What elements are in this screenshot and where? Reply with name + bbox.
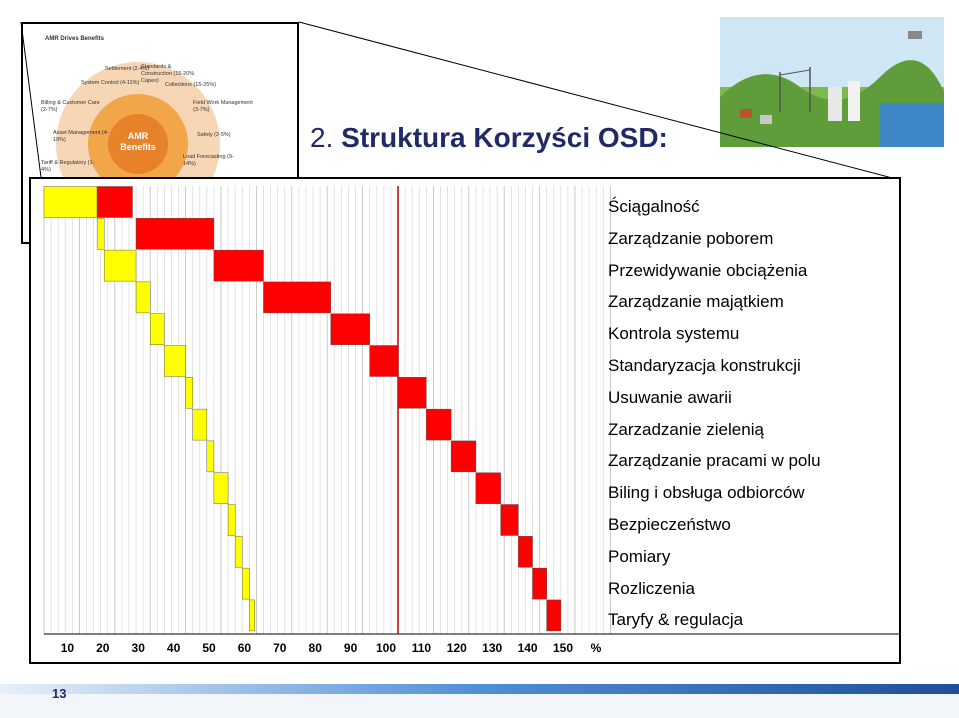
bar-positive-7 [426, 408, 452, 441]
bar-negative-0 [43, 186, 98, 218]
x-tick-label: 150 [553, 641, 573, 655]
bar-negative-2 [103, 249, 137, 282]
category-label: Kontrola systemu [608, 324, 740, 344]
inset-segment-label: Safety (2-5%) [197, 132, 231, 138]
wheel-center-label-2: Benefits [120, 142, 156, 152]
x-tick-label: 110 [412, 641, 432, 655]
house-2 [760, 115, 772, 124]
x-tick-label: 40 [167, 641, 181, 655]
grid-illustration-image [720, 17, 944, 147]
inset-segment-label: System Control (4-11%) [81, 80, 140, 86]
wheel-center-label: AMR [128, 131, 149, 141]
bar-negative-5 [164, 345, 186, 377]
category-label: Zarządzanie majątkiem [608, 292, 784, 312]
slide-title-text: Struktura Korzyści OSD: [341, 122, 668, 153]
wheel-center [108, 114, 168, 174]
bar-negative-4 [149, 313, 165, 345]
inset-segment-label: Field Work Management (3-7%) [193, 100, 253, 113]
bar-positive-2 [213, 249, 264, 282]
bar-positive-3 [263, 281, 331, 314]
building [828, 87, 842, 121]
category-label: Usuwanie awarii [608, 387, 732, 407]
chart-x-ticks: 10 20 30 40 50 60 70 80 90 100 110 120 130 140 150% [61, 641, 602, 655]
category-label: Zarządzanie pracami w polu [608, 451, 821, 471]
category-label: Standaryzacja konstrukcji [608, 356, 801, 375]
bar-positive-11 [518, 536, 533, 568]
x-tick-label: 80 [309, 641, 323, 655]
bar-positive-1 [135, 218, 215, 250]
slide-title-number: 2. [310, 122, 334, 153]
bar-negative-11 [234, 536, 243, 568]
house [740, 109, 752, 118]
x-tick-label: 30 [132, 641, 146, 655]
x-tick-label: 50 [202, 641, 216, 655]
x-tick-label: 120 [447, 641, 467, 655]
category-label: Taryfy & regulacja [608, 610, 744, 630]
bar-negative-3 [135, 281, 151, 314]
inset-segment-label: Asset Management (4-19%) [53, 130, 109, 143]
water [880, 103, 944, 147]
bar-positive-12 [532, 567, 547, 600]
inset-segment-label: Tariff & Regulatory (1-4%) [41, 160, 95, 173]
slide-title: 2. Struktura Korzyści OSD: [310, 122, 668, 154]
x-tick-label: 90 [344, 641, 358, 655]
satellite [908, 31, 922, 39]
bar-positive-4 [330, 313, 370, 345]
x-tick-label: 140 [518, 641, 538, 655]
x-tick-label: 20 [96, 641, 110, 655]
category-label: Rozliczenia [608, 578, 695, 598]
bar-positive-0 [96, 186, 133, 218]
category-label: Zarządzanie poborem [608, 228, 774, 248]
bar-positive-8 [450, 440, 477, 473]
bar-negative-1 [96, 218, 105, 250]
inset-segment-label: Load Forecasting (9-14%) [183, 154, 234, 167]
inset-title: AMR Drives Benefits [45, 36, 105, 42]
bar-positive-5 [369, 345, 399, 377]
bar-positive-9 [475, 472, 501, 504]
category-label: Bezpieczeństwo [608, 515, 731, 534]
power-line [779, 69, 811, 76]
x-tick-label: 10 [61, 641, 75, 655]
page-number: 13 [52, 686, 67, 701]
chart-frame [29, 177, 901, 664]
chart-grid [43, 186, 900, 635]
bar-negative-10 [227, 504, 236, 536]
category-label: Pomiary [608, 546, 671, 566]
bar-negative-8 [206, 440, 215, 473]
inset-segment-label: Settlement (2.4%) [105, 66, 150, 72]
category-label: Zarzadzanie zielenią [608, 419, 764, 439]
callout-line-left [20, 21, 43, 186]
x-tick-label: 70 [273, 641, 287, 655]
category-label: Przewidywanie obciążenia [608, 260, 808, 280]
chart-bars [43, 186, 562, 632]
category-label: Ściągalność [608, 197, 700, 216]
footer-bar [0, 684, 959, 718]
bar-positive-6 [397, 377, 427, 409]
bar-negative-12 [242, 567, 250, 600]
x-tick-label: 130 [482, 641, 502, 655]
bar-positive-13 [546, 599, 562, 632]
inset-segment-label: Standards & Construction (15-20% Capex) [141, 64, 195, 84]
inset-segment-label: Collections (15-25%) [165, 82, 217, 88]
category-label: Biling i obsługa odbiorców [608, 483, 805, 503]
bar-negative-6 [185, 377, 193, 409]
bar-negative-9 [213, 472, 229, 504]
bar-negative-13 [249, 599, 255, 632]
inset-segment-label: Billing & Customer Care (2-7%) [41, 100, 100, 113]
building-2 [848, 81, 860, 121]
bar-positive-10 [500, 504, 519, 536]
x-tick-label: 100 [376, 641, 396, 655]
callout-line-right [298, 21, 901, 181]
bar-negative-7 [192, 408, 208, 441]
footer-gradient [0, 684, 959, 694]
x-unit-label: % [591, 641, 602, 655]
footer-bg [0, 694, 959, 718]
x-tick-label: 60 [238, 641, 252, 655]
